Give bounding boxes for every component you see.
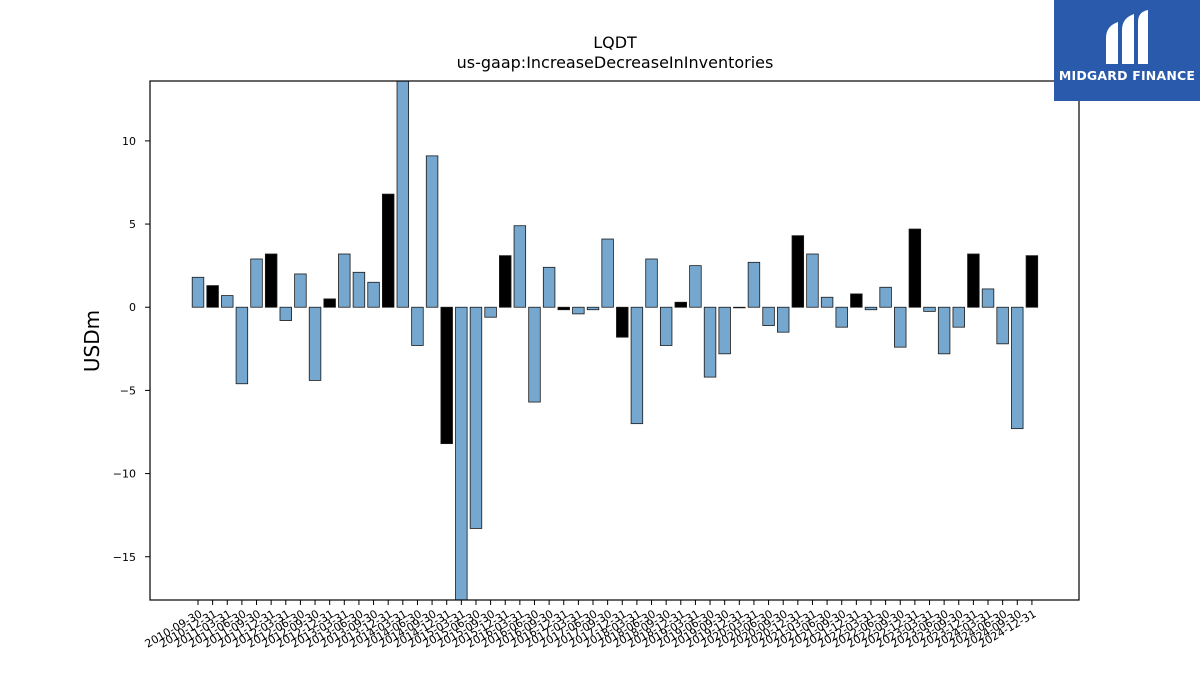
bar-2018-03-31: [630, 306, 644, 425]
bar-2022-09-30: [894, 306, 907, 348]
bar-2021-09-30: [835, 306, 848, 328]
bar-2024-12-31: [1025, 255, 1039, 308]
bar-2012-12-31: [323, 298, 336, 308]
brand-logo: MIDGARD FINANCE: [1054, 0, 1200, 101]
bar-2012-03-31: [279, 306, 292, 321]
bar-2012-06-30: [294, 273, 307, 308]
bar-2018-06-30: [645, 258, 658, 308]
bar-2022-06-30: [879, 286, 892, 308]
bar-2023-03-31: [923, 306, 936, 312]
y-tick-label: 0: [129, 301, 136, 314]
bar-2022-12-31: [908, 228, 922, 308]
bar-2015-12-31: [499, 255, 512, 308]
bar-2017-12-31: [616, 306, 629, 338]
bar-2021-12-31: [850, 293, 863, 308]
bar-2018-12-31: [674, 301, 687, 308]
bar-2011-12-31: [264, 253, 278, 308]
bar-2010-12-31: [206, 285, 219, 308]
bar-2020-06-30: [762, 306, 775, 326]
bar-2023-06-30: [937, 306, 951, 355]
bar-2014-12-31: [440, 306, 453, 445]
bar-2016-03-31: [513, 225, 527, 308]
bar-2010-09-30: [191, 276, 205, 308]
bar-2019-03-31: [689, 265, 702, 308]
bar-2020-09-30: [777, 306, 790, 333]
bar-2016-12-31: [557, 306, 570, 311]
bar-2019-12-31: [733, 306, 746, 309]
bar-2014-03-31: [396, 80, 410, 308]
bar-2017-06-30: [586, 306, 600, 311]
bar-2020-03-31: [747, 261, 761, 308]
bar-2017-09-30: [601, 238, 614, 308]
bar-2014-09-30: [425, 155, 439, 308]
bar-2013-06-30: [352, 271, 366, 308]
y-tick-label: −5: [120, 384, 136, 397]
bar-2018-09-30: [659, 306, 673, 346]
bars-group: [191, 80, 1039, 601]
bar-2011-03-31: [221, 295, 234, 308]
bar-2014-06-30: [411, 306, 424, 346]
bar-2024-06-30: [996, 306, 1009, 345]
bar-2023-12-31: [967, 253, 980, 308]
x-axis-ticks: 2010-09-302010-12-312011-03-312011-06-30…: [143, 600, 1038, 651]
bar-2021-06-30: [820, 296, 834, 308]
bar-2013-03-31: [338, 253, 351, 308]
bar-2017-03-31: [572, 306, 585, 315]
y-tick-label: 10: [122, 135, 136, 148]
y-axis-ticks: 10 5 0 −5 −10 −15: [113, 135, 150, 564]
chart-subtitle: us-gaap:IncreaseDecreaseInInventories: [457, 53, 774, 72]
chart-title: LQDT: [593, 33, 637, 52]
bar-2024-03-31: [981, 288, 995, 308]
logo-mark-icon: [1106, 10, 1148, 64]
bar-2011-06-30: [235, 306, 249, 385]
bar-2023-09-30: [952, 306, 965, 328]
bar-2016-06-30: [528, 306, 541, 403]
bar-2019-09-30: [718, 306, 731, 355]
y-axis-label: USDm: [80, 310, 104, 372]
bar-2011-09-30: [250, 258, 263, 308]
bar-2020-12-31: [791, 235, 805, 308]
bar-2024-09-30: [1011, 306, 1024, 430]
logo-text: MIDGARD FINANCE: [1058, 68, 1196, 83]
y-tick-label: −10: [113, 468, 136, 481]
bar-2019-06-30: [703, 306, 717, 378]
bar-2015-03-31: [455, 306, 468, 601]
bar-2013-09-30: [367, 281, 380, 308]
bar-2015-06-30: [469, 306, 483, 529]
y-tick-label: 5: [129, 218, 136, 231]
plot-frame: [149, 80, 1080, 601]
bar-2013-12-31: [381, 193, 395, 308]
bar-2016-09-30: [542, 266, 556, 308]
bar-2015-09-30: [484, 306, 497, 318]
y-tick-label: −15: [113, 551, 136, 564]
bar-2021-03-31: [806, 253, 819, 308]
bar-2012-09-30: [308, 306, 322, 381]
bar-2022-03-31: [864, 306, 878, 311]
